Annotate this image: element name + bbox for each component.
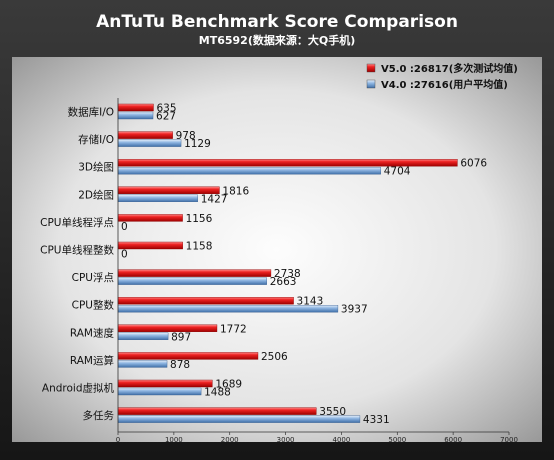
value-label: 0 [121,249,128,261]
value-label: 4704 [384,166,411,178]
chart-title: AnTuTu Benchmark Score Comparison [96,12,458,32]
value-label: 1156 [186,213,213,225]
value-label: 4331 [363,414,390,426]
ticks-layer: 0 1000 2000 3000 4000 5000 6000 7000 [116,432,518,444]
value-label: 978 [176,130,196,142]
bar-v4 [117,332,169,340]
legend: V5.0 :26817(多次测试均值) V4.0 :27616(用户平均值) [366,62,518,91]
category-label: Android虚拟机 [42,382,115,395]
x-tick-label: 0 [116,436,120,444]
category-label: CPU单线程浮点 [40,216,114,229]
x-tick-label: 6000 [444,436,462,444]
legend-label-v4: V4.0 :27616(用户平均值) [381,78,508,91]
value-label: 0 [121,221,128,233]
value-label: 3143 [297,296,324,308]
bar-v5 [117,407,317,415]
bar-v4 [117,139,182,147]
bar-v4 [117,194,198,203]
bar-v4 [117,277,267,285]
legend-swatch-v4 [366,79,376,89]
category-label: 多任务 [83,409,115,422]
x-tick-label: 3000 [277,436,295,444]
value-label: 878 [170,359,190,371]
value-label: 3937 [341,304,368,316]
legend-swatch-v5 [366,63,376,73]
value-label: 1129 [184,138,211,150]
bar-v5 [117,297,294,305]
x-tick-label: 7000 [500,436,518,444]
bar-v5 [117,269,272,277]
value-label: 6076 [460,158,487,170]
bar-v5 [117,103,154,112]
plot-area [12,57,542,442]
bar-v4 [117,360,168,368]
value-label: 2663 [270,276,297,288]
value-label: 1772 [220,323,247,335]
category-label: RAM速度 [70,326,115,339]
value-label: 2738 [274,268,301,280]
value-label: 3550 [319,406,346,418]
value-label: 1816 [222,185,249,197]
x-tick-label: 2000 [221,436,239,444]
bar-v4 [117,111,154,120]
category-label: CPU整数 [72,299,115,312]
value-label: 1427 [201,193,228,205]
category-label: CPU浮点 [72,272,114,284]
bar-v5 [117,241,183,250]
bar-v5 [117,131,173,139]
bar-v4 [117,166,381,175]
x-tick-label: 1000 [165,436,183,444]
value-label: 1158 [186,241,213,253]
bar-v5 [117,379,213,388]
bars-layer [117,103,458,423]
chart-subtitle: MT6592(数据来源：大Q手机) [199,33,355,47]
category-label: 数据库I/O [68,106,114,119]
value-label: 1689 [215,379,242,391]
x-tick-label: 4000 [333,436,351,444]
category-label: CPU单线程整数 [40,244,114,257]
value-label: 635 [156,103,176,115]
category-label: 存储I/O [78,133,114,146]
category-label: RAM运算 [70,354,114,367]
value-label: 2506 [261,351,288,363]
bar-v5 [117,324,218,332]
value-label: 897 [171,331,191,343]
x-tick-label: 5000 [388,436,406,444]
value-label: 627 [156,111,176,123]
category-label: 2D绘图 [78,188,114,201]
bar-v4 [117,387,202,396]
category-label: 3D绘图 [78,161,114,174]
value-label: 1488 [204,387,231,399]
legend-label-v5: V5.0 :26817(多次测试均值) [381,62,518,75]
